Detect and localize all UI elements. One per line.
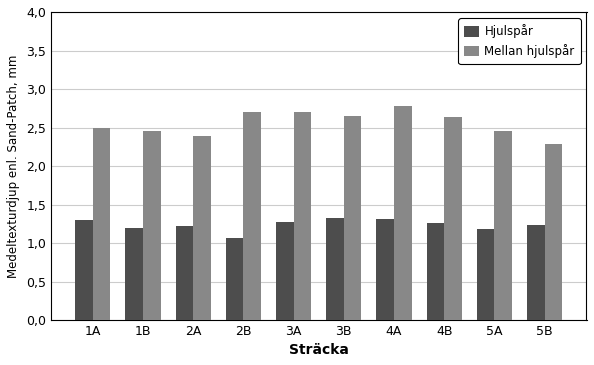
Bar (226, 238, 244, 320)
Bar (244, 112, 261, 320)
Bar (143, 131, 160, 320)
Bar (527, 225, 545, 320)
Legend: Hjulspår, Mellan hjulspår: Hjulspår, Mellan hjulspår (459, 18, 580, 64)
Bar (276, 222, 293, 320)
X-axis label: Sträcka: Sträcka (289, 343, 349, 357)
Bar (326, 218, 344, 320)
Bar (444, 117, 462, 320)
Bar (125, 228, 143, 320)
Bar (494, 131, 512, 320)
Bar (545, 144, 562, 320)
Bar (377, 219, 394, 320)
Bar (394, 105, 412, 320)
Bar (477, 229, 494, 320)
Bar (176, 226, 193, 320)
Bar (426, 223, 444, 320)
Y-axis label: Medeltexturdjup enl. Sand-Patch, mm: Medeltexturdjup enl. Sand-Patch, mm (8, 55, 21, 278)
Bar (293, 112, 311, 320)
Bar (344, 116, 361, 320)
Bar (75, 220, 93, 320)
Bar (193, 136, 211, 320)
Bar (93, 128, 110, 320)
